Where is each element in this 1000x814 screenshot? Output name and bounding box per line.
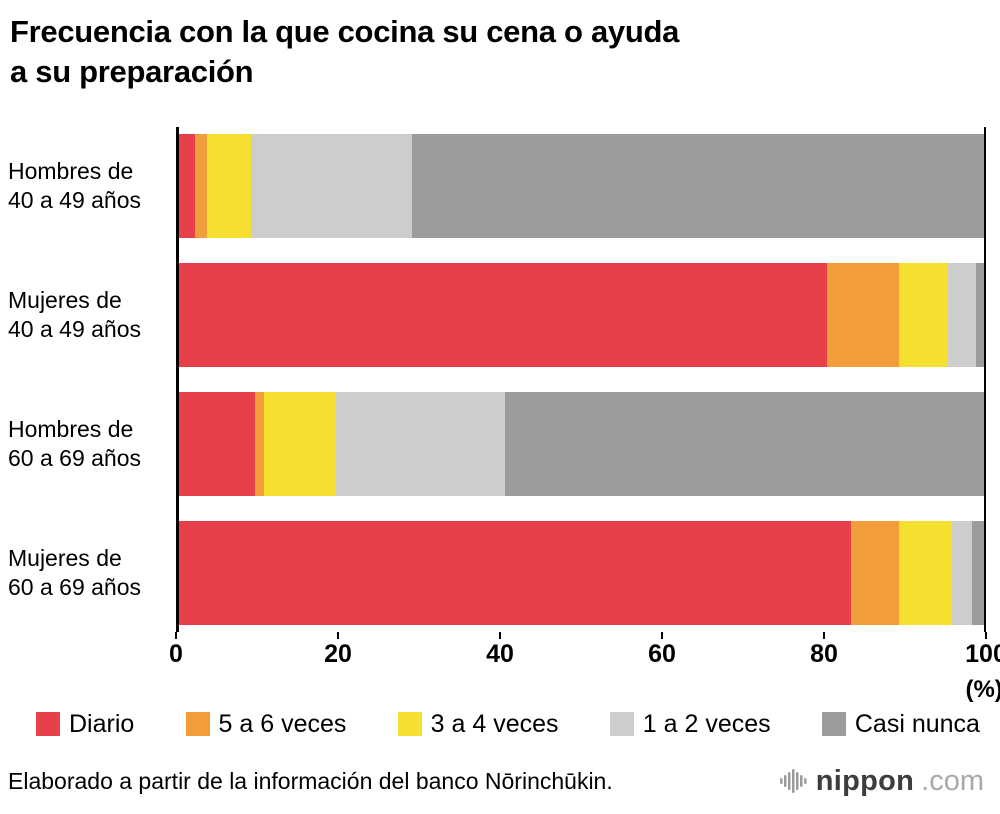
bar-segment-3-a-4-veces <box>207 133 252 238</box>
x-tick-mark <box>499 631 501 639</box>
legend-label: 1 a 2 veces <box>642 709 771 738</box>
stacked-bar <box>179 262 984 367</box>
legend-item-3-a-4-veces: 3 a 4 veces <box>397 709 559 739</box>
chart-title: Frecuencia con la que cocina su cena o a… <box>10 12 986 93</box>
legend-label: Diario <box>69 709 135 738</box>
bar-segment-3-a-4-veces <box>899 520 952 625</box>
x-tick-mark <box>661 631 663 639</box>
bar-segment-3-a-4-veces <box>899 262 948 367</box>
stacked-bar <box>179 520 984 625</box>
x-tick-label: 40 <box>486 639 514 668</box>
legend-swatch-5-a-6-veces <box>185 712 210 737</box>
bar-segment-3-a-4-veces <box>263 391 336 496</box>
legend-swatch-diario <box>36 712 60 737</box>
stacked-bar <box>179 133 984 238</box>
legend-label: 5 a 6 veces <box>218 709 347 738</box>
legend-label: 3 a 4 veces <box>430 709 559 738</box>
legend-swatch-1-a-2-veces <box>609 712 634 737</box>
plot-area <box>176 126 986 632</box>
nippon-logo-text: nippon <box>815 764 915 797</box>
bar-segment-5-a-6-veces <box>195 133 208 238</box>
legend-item-diario: Diario <box>36 710 134 739</box>
bar-segment-5-a-6-veces <box>851 520 900 625</box>
nippon-soundwave-icon <box>779 769 807 794</box>
bar-segment-5-a-6-veces <box>255 391 264 496</box>
category-label: Hombres de 40 a 49 años <box>8 157 142 213</box>
plot-column: (%) 0 20 40 60 80 100 <box>169 126 1000 710</box>
legend-swatch-casi-nunca <box>821 712 846 737</box>
bar-segment-casi-nunca <box>975 262 984 367</box>
bar-segment-casi-nunca <box>505 391 984 496</box>
bar-segment-1-a-2-veces <box>947 262 976 367</box>
bar-segment-diario <box>179 133 196 238</box>
nippon-logo: nippon .com <box>779 765 984 798</box>
category-label: Mujeres de 60 a 69 años <box>8 544 142 600</box>
category-labels-column: Hombres de 40 a 49 años Mujeres de 40 a 49 … <box>8 127 176 710</box>
x-tick-label: 20 <box>324 639 352 668</box>
x-tick-mark <box>823 631 825 639</box>
x-tick-label: 0 <box>169 639 183 668</box>
percent-unit-label: (%) <box>965 675 1000 703</box>
x-tick-mark <box>337 631 339 639</box>
legend: Diario 5 a 6 veces 3 a 4 veces 1 a 2 veces C… <box>8 710 986 739</box>
nippon-logo-domain: .com <box>921 764 984 797</box>
bar-segment-diario <box>179 391 256 496</box>
chart-title-line-2: a su preparación <box>10 54 254 90</box>
legend-item-1-a-2-veces: 1 a 2 veces <box>609 709 771 739</box>
category-label: Mujeres de 40 a 49 años <box>8 286 142 342</box>
x-tick-label: 60 <box>648 639 676 668</box>
bar-segment-casi-nunca <box>412 133 984 238</box>
x-tick-label: 100 <box>965 639 1000 668</box>
bar-segment-1-a-2-veces <box>251 133 413 238</box>
bar-segment-1-a-2-veces <box>951 520 972 625</box>
bar-segment-casi-nunca <box>971 520 984 625</box>
bar-segment-diario <box>179 262 828 367</box>
legend-swatch-3-a-4-veces <box>397 712 422 737</box>
footer: Elaborado a partir de la información del… <box>8 765 986 798</box>
x-tick-label: 80 <box>810 639 838 668</box>
bar-segment-1-a-2-veces <box>335 391 505 496</box>
x-tick-mark <box>175 631 177 639</box>
legend-item-casi-nunca: Casi nunca <box>821 709 980 739</box>
legend-item-5-a-6-veces: 5 a 6 veces <box>185 709 347 739</box>
x-tick-mark <box>985 631 987 639</box>
legend-label: Casi nunca <box>854 709 980 738</box>
bar-segment-diario <box>179 520 852 625</box>
chart-title-line-1: Frecuencia con la que cocina su cena o a… <box>10 14 680 49</box>
x-axis: (%) 0 20 40 60 80 100 <box>169 631 1000 710</box>
source-note: Elaborado a partir de la información del… <box>8 767 613 794</box>
category-label: Hombres de 60 a 69 años <box>8 415 142 471</box>
stacked-bar <box>179 391 984 496</box>
bar-segment-5-a-6-veces <box>827 262 900 367</box>
stacked-bar-chart: Hombres de 40 a 49 años Mujeres de 40 a 49 … <box>8 126 1000 710</box>
